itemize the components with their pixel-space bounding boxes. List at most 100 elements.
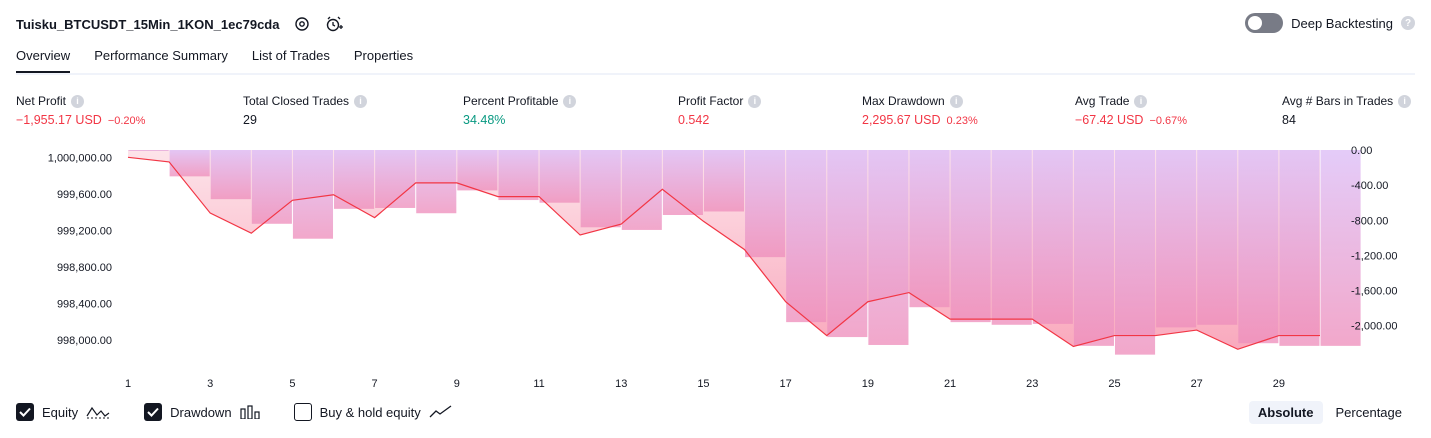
drawdown-bar[interactable] bbox=[1279, 150, 1320, 346]
drawdown-bar[interactable] bbox=[1197, 150, 1238, 325]
stat-percent: −0.20% bbox=[107, 115, 146, 127]
legend-equity[interactable]: Equity bbox=[16, 403, 110, 421]
x-tick-label: 13 bbox=[615, 378, 627, 390]
info-icon[interactable]: i bbox=[1398, 94, 1412, 108]
equity-line-icon bbox=[86, 405, 110, 419]
drawdown-bar[interactable] bbox=[621, 150, 662, 230]
stat-percent: 0.23% bbox=[946, 115, 978, 127]
info-icon[interactable]: i bbox=[949, 94, 963, 108]
drawdown-bar[interactable] bbox=[1032, 150, 1073, 324]
stat-value: 34.48% bbox=[463, 113, 506, 127]
drawdown-bar[interactable] bbox=[662, 150, 703, 215]
x-tick-label: 25 bbox=[1108, 378, 1120, 390]
y-tick-label-right: -1,200.00 bbox=[1351, 250, 1397, 262]
tab-overview[interactable]: Overview bbox=[16, 48, 71, 73]
info-icon[interactable]: i bbox=[354, 94, 368, 108]
drawdown-bar[interactable] bbox=[580, 150, 621, 228]
drawdown-bar[interactable] bbox=[334, 150, 375, 209]
equity-drawdown-chart[interactable]: 1,000,000.00 999,600.00 999,200.00 998,800.… bbox=[0, 138, 1431, 393]
legend-label: Equity bbox=[42, 404, 79, 420]
drawdown-bar[interactable] bbox=[868, 150, 909, 345]
drawdown-bar[interactable] bbox=[128, 150, 169, 151]
x-tick-label: 11 bbox=[533, 378, 544, 390]
chart-legend: Equity Drawdown Buy & hold equity bbox=[16, 403, 487, 421]
absolute-mode-button[interactable]: Absolute bbox=[1248, 401, 1323, 424]
y-tick-label-left: 998,400.00 bbox=[57, 299, 112, 311]
drawdown-bar[interactable] bbox=[292, 150, 334, 239]
drawdown-bar[interactable] bbox=[786, 150, 827, 323]
stat-total-closed-trades: Total Closed Trades i 29 bbox=[243, 94, 368, 127]
x-tick-label: 15 bbox=[697, 378, 709, 390]
y-tick-label-right: -800.00 bbox=[1351, 215, 1388, 227]
drawdown-bar[interactable] bbox=[251, 150, 292, 224]
drawdown-bar[interactable] bbox=[827, 150, 868, 338]
drawdown-bar[interactable] bbox=[745, 150, 786, 258]
drawdown-bar[interactable] bbox=[1238, 150, 1279, 344]
x-tick-label: 23 bbox=[1026, 378, 1038, 390]
legend-buy-hold-equity[interactable]: Buy & hold equity bbox=[293, 403, 453, 421]
y-tick-label-right: 0.00 bbox=[1351, 145, 1372, 157]
drawdown-bar[interactable] bbox=[1320, 150, 1361, 346]
x-tick-label: 5 bbox=[289, 378, 295, 390]
y-tick-label-left: 999,600.00 bbox=[57, 189, 112, 201]
deep-backtesting-toggle[interactable] bbox=[1245, 13, 1284, 33]
stat-value: −1,955.17 USD bbox=[16, 113, 102, 127]
tab-performance-summary[interactable]: Performance Summary bbox=[94, 48, 228, 63]
stat-max-drawdown: Max Drawdown i 2,295.67 USD 0.23% bbox=[862, 94, 978, 127]
report-tabs: Overview Performance Summary List of Tra… bbox=[16, 48, 413, 73]
drawdown-bar[interactable] bbox=[950, 150, 991, 323]
drawdown-bar[interactable] bbox=[210, 150, 251, 200]
stat-value: 2,295.67 USD bbox=[862, 113, 941, 127]
help-icon[interactable]: ? bbox=[1401, 16, 1415, 30]
add-alert-clock-icon[interactable] bbox=[325, 15, 344, 33]
y-tick-label-left: 998,000.00 bbox=[57, 335, 112, 347]
settings-gear-icon[interactable] bbox=[293, 15, 311, 33]
drawdown-checkbox[interactable] bbox=[144, 403, 163, 421]
stat-avg-trade: Avg Trade i −67.42 USD −0.67% bbox=[1075, 94, 1187, 127]
legend-label: Drawdown bbox=[170, 404, 232, 420]
stat-label: Avg # Bars in Trades bbox=[1282, 94, 1394, 108]
drawdown-bar[interactable] bbox=[1073, 150, 1114, 346]
stat-avg-bars-in-trades: Avg # Bars in Trades i 84 bbox=[1282, 94, 1412, 127]
drawdown-bar[interactable] bbox=[457, 150, 498, 191]
drawdown-bar[interactable] bbox=[539, 150, 580, 203]
stat-value: −67.42 USD bbox=[1075, 113, 1144, 127]
info-icon[interactable]: i bbox=[563, 94, 577, 108]
stats-row: Net Profit i −1,955.17 USD −0.20% Total Cl… bbox=[16, 94, 1415, 130]
drawdown-bar[interactable] bbox=[498, 150, 539, 201]
info-icon[interactable]: i bbox=[71, 94, 85, 108]
x-tick-label: 7 bbox=[372, 378, 378, 390]
legend-drawdown[interactable]: Drawdown bbox=[144, 403, 260, 421]
y-tick-label-left: 998,800.00 bbox=[57, 262, 112, 274]
stat-label: Total Closed Trades bbox=[243, 94, 350, 108]
drawdown-bar[interactable] bbox=[1114, 150, 1156, 355]
x-tick-label: 29 bbox=[1273, 378, 1285, 390]
y-tick-label-left: 1,000,000.00 bbox=[48, 152, 112, 164]
stat-percent-profitable: Percent Profitable i 34.48% bbox=[463, 94, 577, 127]
stat-value: 84 bbox=[1282, 113, 1296, 127]
drawdown-bar[interactable] bbox=[703, 150, 745, 212]
stat-label: Percent Profitable bbox=[463, 94, 559, 108]
equity-line[interactable] bbox=[127, 156, 1320, 350]
drawdown-bar[interactable] bbox=[1156, 150, 1197, 328]
drawdown-bar[interactable] bbox=[991, 150, 1032, 325]
drawdown-bar[interactable] bbox=[909, 150, 950, 308]
drawdown-bar[interactable] bbox=[169, 150, 210, 177]
buy-hold-checkbox[interactable] bbox=[293, 403, 312, 421]
drawdown-bar[interactable] bbox=[416, 150, 457, 214]
info-icon[interactable]: i bbox=[748, 94, 762, 108]
stat-label: Profit Factor bbox=[678, 94, 744, 108]
x-tick-label: 17 bbox=[780, 378, 792, 390]
equity-checkbox[interactable] bbox=[16, 403, 34, 421]
x-tick-label: 27 bbox=[1191, 378, 1203, 390]
tab-properties[interactable]: Properties bbox=[353, 48, 414, 63]
stat-percent: −0.67% bbox=[1149, 115, 1188, 127]
tab-list-of-trades[interactable]: List of Trades bbox=[251, 48, 330, 63]
stat-label: Net Profit bbox=[16, 94, 67, 108]
percentage-mode-button[interactable]: Percentage bbox=[1335, 405, 1403, 420]
stat-profit-factor: Profit Factor i 0.542 bbox=[678, 94, 762, 127]
strategy-name: Tuisku_BTCUSDT_15Min_1KON_1ec79cda bbox=[16, 16, 280, 32]
info-icon[interactable]: i bbox=[1134, 94, 1148, 108]
buyhold-line-icon bbox=[429, 405, 453, 419]
drawdown-bar[interactable] bbox=[375, 150, 416, 208]
